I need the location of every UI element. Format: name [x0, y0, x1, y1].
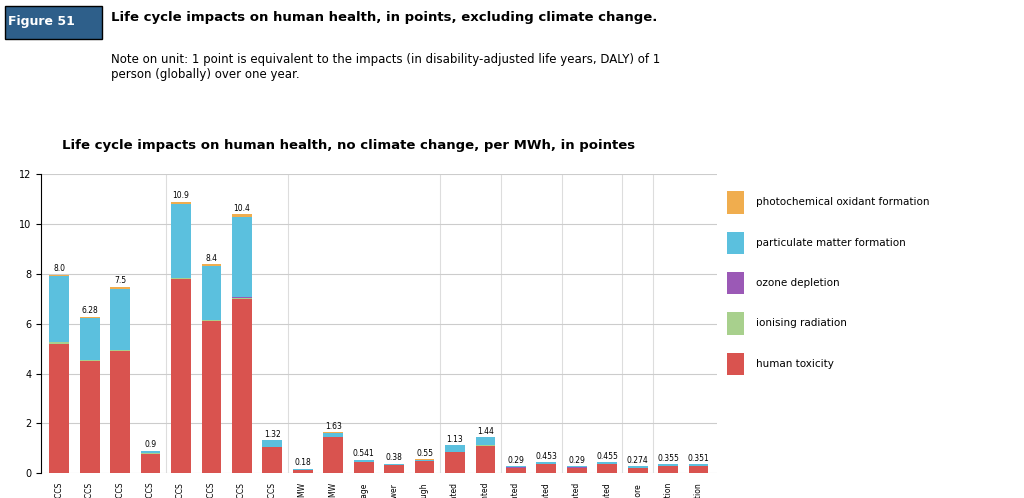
- Text: 6.28: 6.28: [81, 306, 98, 316]
- Text: 0.18: 0.18: [294, 458, 311, 467]
- Bar: [202, 266, 221, 320]
- Text: photochemical oxidant formation: photochemical oxidant formation: [756, 197, 929, 208]
- Bar: [49, 342, 70, 344]
- Text: 0.9: 0.9: [144, 440, 157, 449]
- Bar: [171, 202, 190, 204]
- Bar: [475, 445, 496, 446]
- Bar: [353, 462, 374, 473]
- Bar: [688, 465, 709, 466]
- Bar: [324, 437, 343, 473]
- Text: 1.63: 1.63: [325, 422, 342, 431]
- Text: 10.9: 10.9: [173, 191, 189, 200]
- Bar: [232, 299, 252, 473]
- Text: 8.0: 8.0: [53, 263, 66, 272]
- Bar: [384, 465, 404, 473]
- Bar: [353, 460, 374, 462]
- Bar: [171, 277, 190, 279]
- Bar: [293, 469, 312, 470]
- Bar: [111, 350, 130, 351]
- Text: 0.38: 0.38: [386, 453, 402, 462]
- Bar: [262, 447, 283, 473]
- Text: 0.541: 0.541: [353, 449, 375, 458]
- Text: 0.29: 0.29: [568, 456, 585, 465]
- Text: 7.5: 7.5: [114, 276, 126, 285]
- Text: 1.13: 1.13: [446, 435, 464, 444]
- Text: ionising radiation: ionising radiation: [756, 318, 847, 329]
- Bar: [628, 466, 647, 468]
- Bar: [727, 312, 744, 335]
- FancyBboxPatch shape: [5, 5, 102, 39]
- Bar: [415, 461, 434, 473]
- Text: human toxicity: human toxicity: [756, 359, 834, 369]
- Bar: [475, 446, 496, 473]
- Bar: [49, 276, 70, 342]
- Bar: [384, 464, 404, 465]
- Text: Life cycle impacts on human health, no climate change, per MWh, in pointes: Life cycle impacts on human health, no c…: [61, 139, 635, 152]
- Text: 0.453: 0.453: [536, 452, 557, 461]
- Bar: [202, 321, 221, 473]
- Text: 8.4: 8.4: [206, 253, 217, 262]
- Bar: [445, 445, 465, 452]
- Bar: [324, 433, 343, 437]
- Bar: [567, 466, 587, 468]
- Bar: [597, 464, 617, 473]
- Text: 0.274: 0.274: [627, 456, 648, 465]
- Bar: [727, 353, 744, 375]
- Text: Figure 51: Figure 51: [8, 15, 75, 28]
- Text: ozone depletion: ozone depletion: [756, 278, 840, 288]
- Bar: [727, 232, 744, 254]
- Bar: [537, 464, 556, 473]
- Bar: [597, 462, 617, 464]
- Bar: [111, 289, 130, 350]
- Bar: [727, 191, 744, 214]
- Bar: [415, 460, 434, 461]
- Bar: [506, 468, 525, 473]
- Bar: [628, 468, 647, 473]
- Bar: [49, 344, 70, 473]
- Text: 1.32: 1.32: [264, 430, 281, 439]
- Bar: [80, 361, 99, 473]
- Bar: [111, 287, 130, 289]
- Bar: [262, 440, 283, 447]
- Bar: [232, 214, 252, 217]
- Bar: [293, 470, 312, 473]
- Bar: [727, 272, 744, 294]
- Bar: [232, 217, 252, 297]
- Text: 1.44: 1.44: [477, 427, 494, 436]
- Text: 0.355: 0.355: [657, 454, 679, 463]
- Text: 0.29: 0.29: [508, 456, 524, 465]
- Text: 10.4: 10.4: [233, 204, 250, 213]
- Bar: [445, 452, 465, 473]
- Bar: [111, 351, 130, 473]
- Bar: [140, 451, 161, 453]
- Bar: [80, 317, 99, 318]
- Text: particulate matter formation: particulate matter formation: [756, 238, 905, 248]
- Bar: [658, 466, 678, 473]
- Bar: [537, 462, 556, 464]
- Bar: [202, 264, 221, 266]
- Bar: [80, 318, 99, 360]
- Text: 0.351: 0.351: [688, 454, 710, 463]
- Bar: [658, 464, 678, 466]
- Bar: [232, 297, 252, 299]
- Bar: [202, 320, 221, 321]
- Bar: [567, 468, 587, 473]
- Bar: [49, 275, 70, 276]
- Bar: [80, 360, 99, 361]
- Bar: [171, 279, 190, 473]
- Bar: [171, 204, 190, 277]
- Bar: [506, 466, 525, 468]
- Bar: [688, 466, 709, 473]
- Text: 0.455: 0.455: [596, 452, 618, 461]
- Bar: [475, 437, 496, 445]
- Text: Note on unit: 1 point is equivalent to the impacts (in disability-adjusted life : Note on unit: 1 point is equivalent to t…: [111, 53, 659, 81]
- Text: Life cycle impacts on human health, in points, excluding climate change.: Life cycle impacts on human health, in p…: [111, 11, 657, 24]
- Text: 0.55: 0.55: [416, 449, 433, 458]
- Bar: [140, 454, 161, 473]
- Bar: [140, 453, 161, 454]
